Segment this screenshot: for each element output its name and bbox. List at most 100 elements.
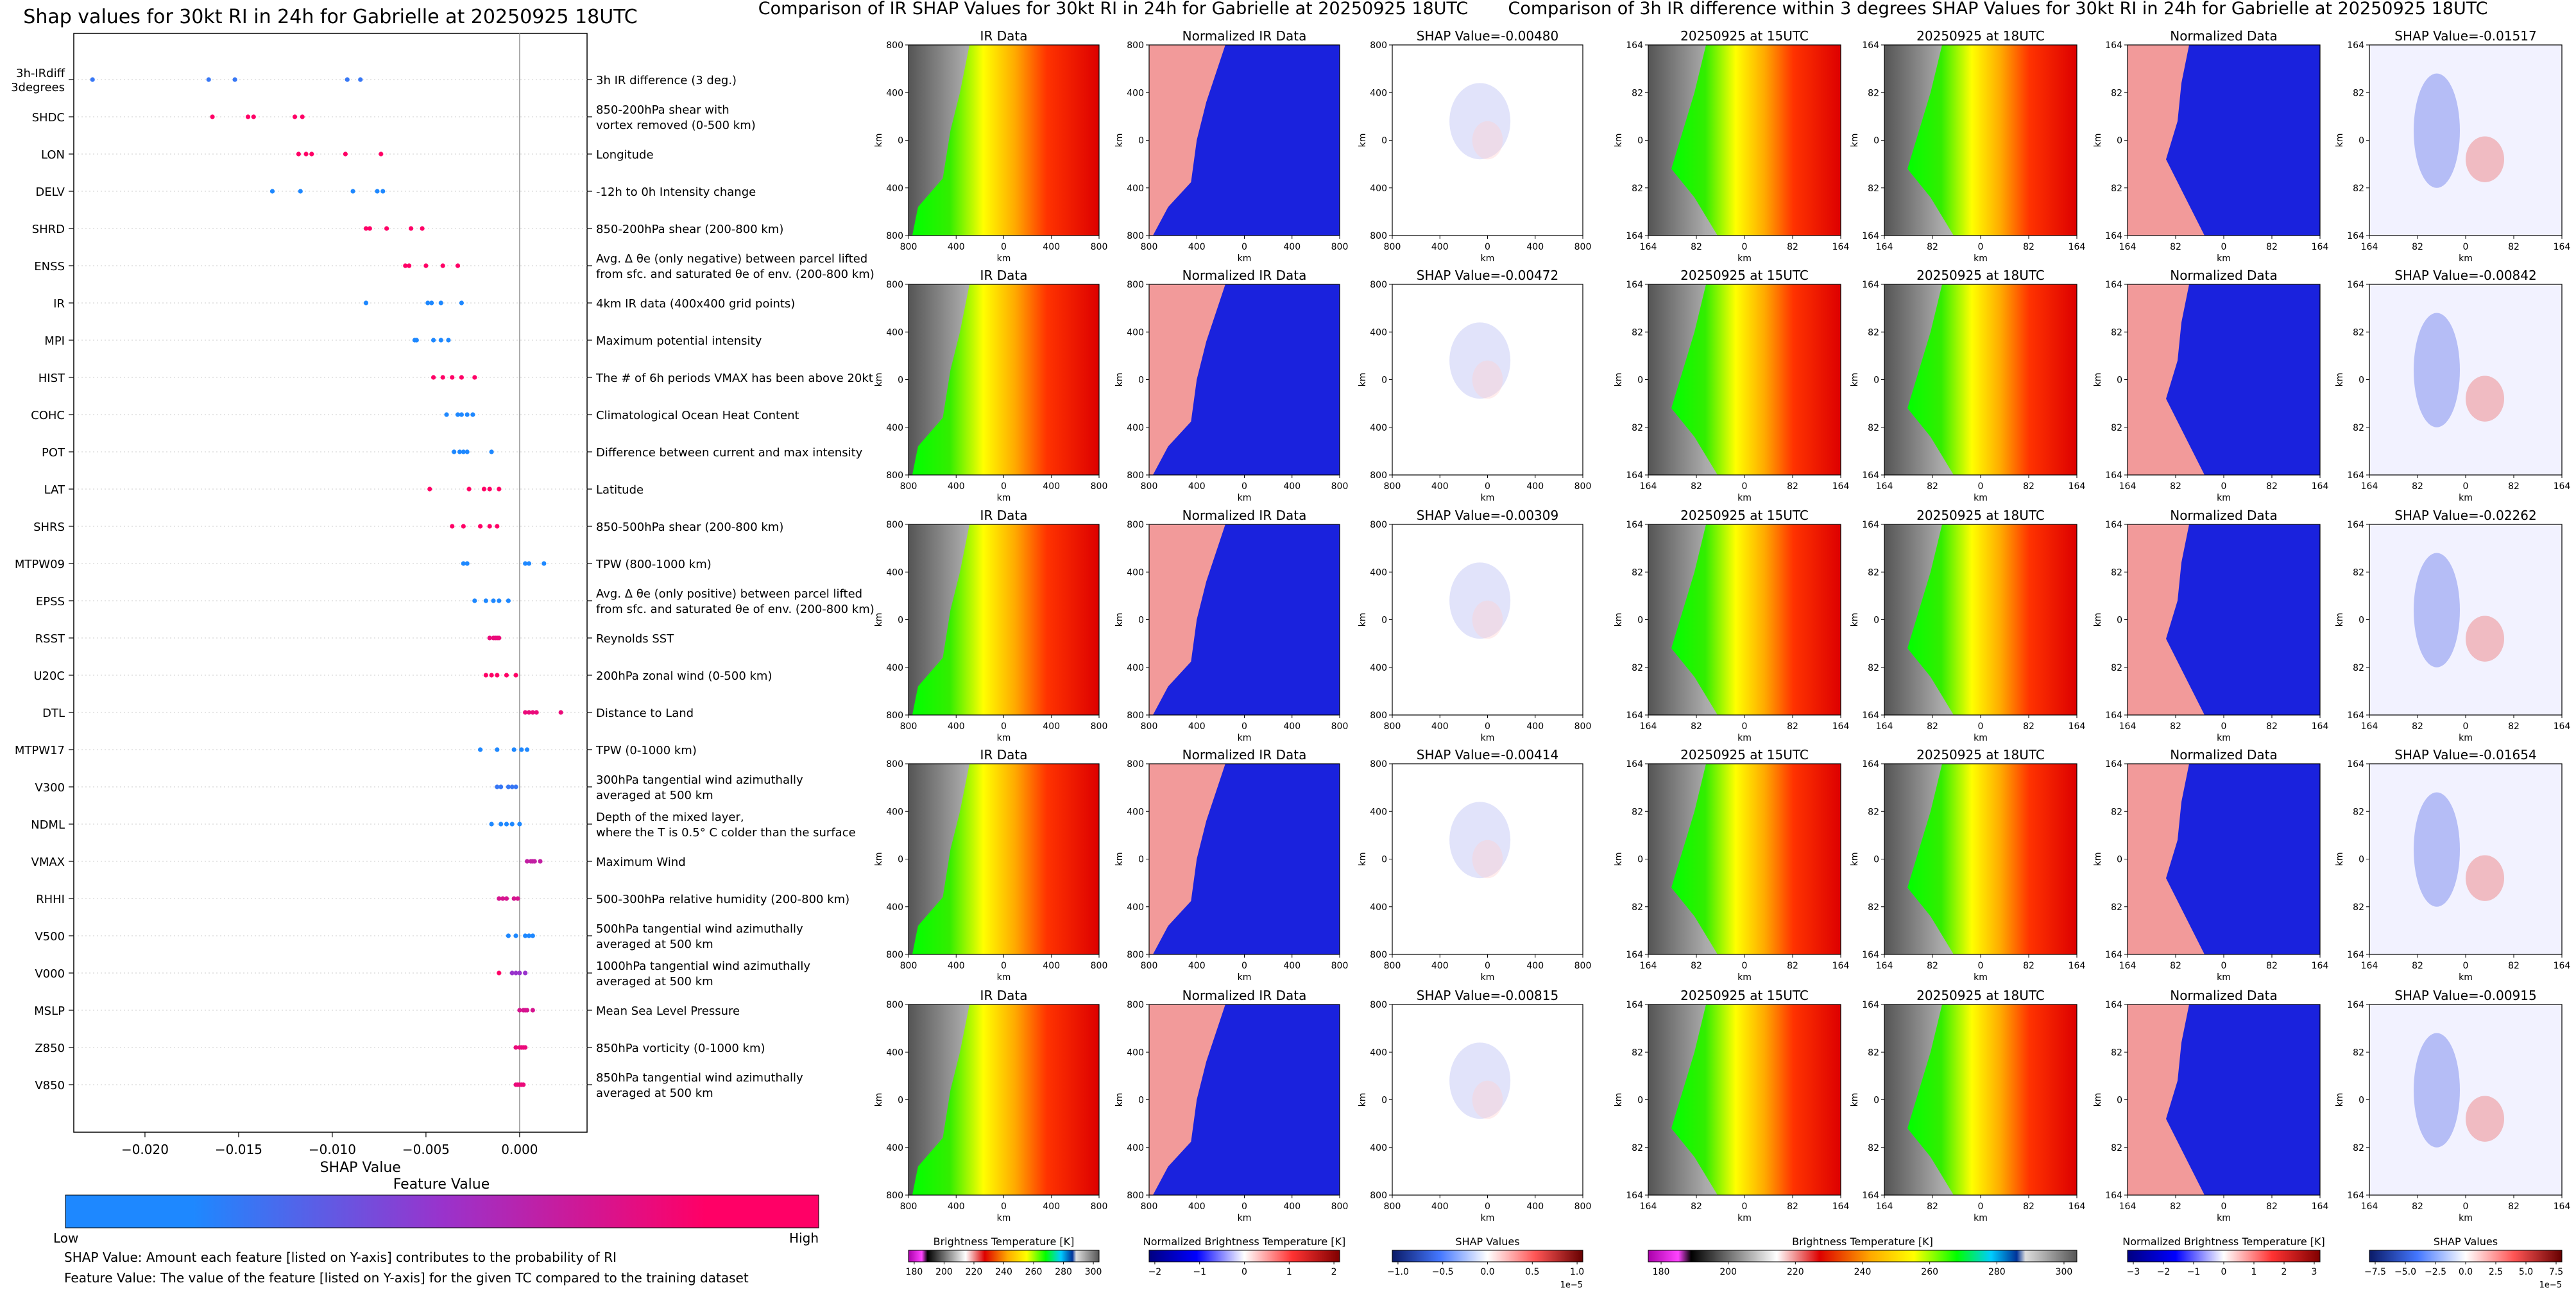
shap-point [530, 710, 535, 715]
x-tick-label: 400 [1188, 961, 1206, 971]
x-tick-label: 400 [948, 481, 965, 492]
y-tick-label: 82 [1632, 1143, 1643, 1153]
x-tick-label: 164 [2361, 242, 2378, 252]
x-axis-label: km [2217, 1213, 2231, 1223]
norm-cold-field [1152, 524, 1340, 715]
y-tick-label: 82 [2353, 423, 2364, 433]
x-tick-label: 0 [1978, 242, 1984, 252]
shap-title: Shap values for 30kt RI in 24h for Gabri… [23, 6, 637, 28]
shap-point [495, 524, 500, 529]
y-axis-label: km [1114, 134, 1125, 148]
shap-point [472, 598, 477, 603]
y-tick-label: 0 [1873, 1096, 1879, 1106]
heatmap-panel: SHAP Value=-0.00480800800400400004004008… [1358, 28, 1591, 264]
shap-point [465, 412, 470, 417]
shap-point [459, 300, 464, 306]
shap-point [509, 822, 515, 827]
y-tick-label: 164 [2105, 40, 2122, 51]
y-tick-label: 800 [1370, 280, 1387, 290]
shap-point [517, 970, 522, 976]
shap-point [489, 673, 494, 678]
colorbar-tick-label: −2 [1148, 1267, 1162, 1277]
x-tick-label: 82 [1691, 242, 1702, 252]
heatmap-panel: 20250925 at 15UTC1641648282008282164164k… [1614, 747, 1849, 983]
y-axis-label: km [1850, 1093, 1860, 1107]
colorbar-tick-label: 0.0 [2459, 1267, 2473, 1277]
colorbar: SHAP Values −7.5 −5.0 −2.5 0.0 2.5 5.0 7.5 1e−5 [2364, 1236, 2563, 1290]
shap-point [251, 114, 256, 119]
x-tick-label: 0 [1742, 242, 1748, 252]
x-axis-label: km [1974, 254, 1988, 264]
x-axis-label: km [1481, 254, 1495, 264]
y-tick-label: 164 [2105, 231, 2122, 241]
feature-code-label: DELV [35, 185, 65, 199]
colorbar-tick-label: 2.5 [2489, 1267, 2503, 1277]
shap-point [450, 375, 455, 380]
x-tick-label: 0 [1001, 242, 1007, 252]
shap-point [429, 300, 434, 306]
panel-title: 20250925 at 15UTC [1680, 268, 1809, 283]
x-tick-label: 800 [1091, 1202, 1108, 1212]
shap-point [504, 896, 509, 901]
colorbar-tick-label: 0 [2221, 1267, 2227, 1277]
x-tick-label: −0.015 [215, 1142, 262, 1157]
shap-point [461, 524, 466, 529]
ir-cloud-field [912, 764, 1099, 954]
feature-description-label: -12h to 0h Intensity change [596, 185, 756, 199]
y-axis-label: km [1850, 852, 1860, 866]
panel-title: SHAP Value=-0.01654 [2394, 747, 2536, 762]
x-tick-label: 800 [1574, 242, 1592, 252]
y-tick-label: 800 [886, 1191, 903, 1201]
y-axis-label: km [2093, 852, 2103, 866]
y-tick-label: 164 [1862, 470, 1879, 481]
shap-negative-blob [2414, 553, 2460, 668]
x-tick-label: 164 [2312, 721, 2329, 732]
y-tick-label: 800 [1127, 1000, 1144, 1010]
colorbar: SHAP Values −1.0 −0.5 0.0 0.5 1.0 1e−5 [1387, 1236, 1584, 1290]
y-tick-label: 400 [1127, 567, 1144, 578]
y-tick-label: 164 [1626, 470, 1643, 481]
shap-point [481, 487, 487, 492]
x-axis-label: km [1974, 972, 1988, 983]
x-tick-label: 164 [2119, 481, 2137, 492]
shap-positive-blob [1472, 840, 1503, 879]
shap-point [455, 263, 461, 268]
x-tick-label: 400 [1431, 961, 1449, 971]
shap-point [513, 933, 518, 938]
x-tick-label: 400 [1188, 242, 1206, 252]
x-tick-label: 82 [2266, 1202, 2278, 1212]
heatmap-panel: 20250925 at 18UTC1641648282008282164164k… [1850, 28, 2085, 264]
heatmap-panel: Normalized IR Data8008004004000040040080… [1114, 268, 1348, 503]
shap-point [513, 1045, 518, 1050]
feature-description-label: 850hPa vorticity (0-1000 km) [596, 1042, 765, 1055]
colorbar-tick-label: −3 [2127, 1267, 2140, 1277]
y-tick-label: 0 [2358, 375, 2364, 386]
x-axis-label: km [2217, 493, 2231, 503]
y-tick-label: 164 [1862, 280, 1879, 290]
y-tick-label: 800 [1127, 40, 1144, 51]
y-tick-label: 82 [2353, 1143, 2364, 1153]
shap-point [526, 710, 532, 715]
shap-point [487, 524, 492, 529]
y-tick-label: 0 [898, 375, 903, 386]
shap-point [455, 412, 461, 417]
x-tick-label: 164 [2554, 721, 2571, 732]
x-tick-label: 0 [2463, 1202, 2469, 1212]
x-tick-label: 164 [1876, 961, 1893, 971]
y-tick-label: 400 [1370, 88, 1387, 98]
x-tick-label: 800 [1091, 481, 1108, 492]
y-tick-label: 82 [2111, 567, 2122, 578]
y-tick-label: 400 [1370, 902, 1387, 913]
feature-description-label: Maximum potential intensity [596, 334, 762, 348]
y-tick-label: 0 [1873, 136, 1879, 146]
shap-point [363, 300, 369, 306]
x-tick-label: 0 [1001, 721, 1007, 732]
norm-cold-field [2166, 284, 2320, 475]
x-tick-label: 400 [1043, 242, 1060, 252]
colorbar-tick-label: 220 [966, 1267, 983, 1277]
ir-cloud-field [1671, 1004, 1841, 1195]
y-tick-label: 82 [2353, 88, 2364, 98]
shap-point [440, 263, 445, 268]
